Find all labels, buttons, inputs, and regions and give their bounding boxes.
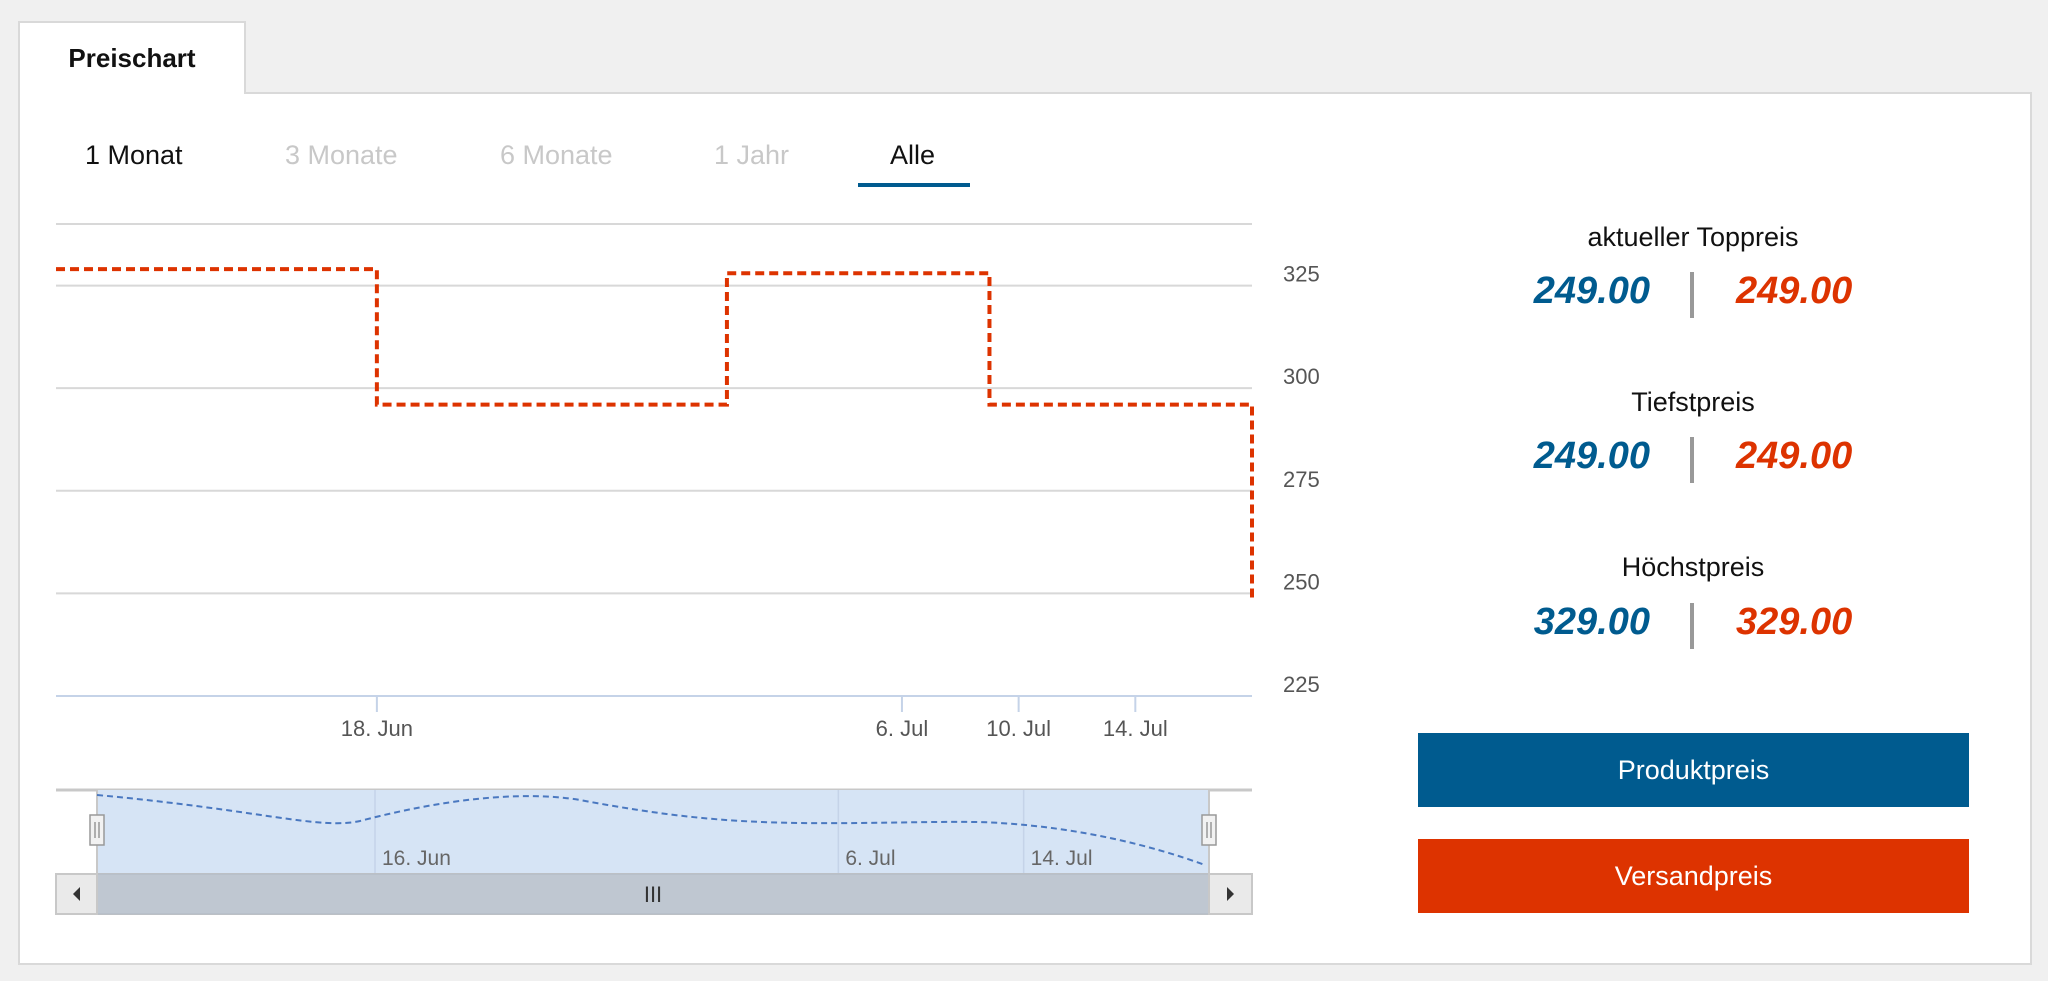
x-axis: 18. Jun 6. Jul 10. Jul 14. Jul bbox=[341, 696, 1168, 741]
tab-join bbox=[20, 90, 244, 96]
stat-low-shipping: 249.00 bbox=[1736, 435, 1853, 477]
scrollbar-thumb[interactable] bbox=[96, 873, 1210, 915]
stat-high-label: Höchstpreis bbox=[1621, 552, 1765, 582]
y-tick-label: 250 bbox=[1283, 569, 1320, 594]
scrollbar-grip: III bbox=[644, 882, 662, 907]
stat-top-product: 249.00 bbox=[1533, 270, 1650, 312]
y-tick-label: 225 bbox=[1283, 672, 1320, 697]
stat-separator bbox=[1690, 437, 1694, 483]
y-axis-labels: 325 300 275 250 225 bbox=[1283, 262, 1320, 697]
chevron-right-icon bbox=[1227, 887, 1234, 901]
y-tick-label: 275 bbox=[1283, 467, 1320, 492]
navigator-tick-label: 6. Jul bbox=[845, 847, 895, 870]
x-tick-label: 14. Jul bbox=[1103, 716, 1168, 741]
x-tick-label: 10. Jul bbox=[986, 716, 1051, 741]
stat-top-values: 249.00 249.00 bbox=[1418, 270, 1968, 320]
navigator-tick-label: 14. Jul bbox=[1031, 847, 1093, 870]
navigator-handle-right[interactable] bbox=[1201, 814, 1217, 846]
tab-preischart[interactable]: Preischart bbox=[18, 21, 246, 94]
stat-top-label: aktueller Toppreis bbox=[1587, 222, 1799, 252]
navigator-handle-left[interactable] bbox=[89, 814, 105, 846]
range-selected-indicator bbox=[858, 183, 970, 187]
chevron-left-icon bbox=[73, 887, 80, 901]
shipping-price-line bbox=[56, 267, 1254, 598]
stat-high-shipping: 329.00 bbox=[1736, 601, 1853, 643]
chart-grid bbox=[56, 223, 1252, 697]
range-1-monat[interactable]: 1 Monat bbox=[85, 140, 183, 170]
x-tick-label: 18. Jun bbox=[341, 716, 413, 741]
range-3-monate[interactable]: 3 Monate bbox=[285, 140, 398, 170]
range-6-monate[interactable]: 6 Monate bbox=[500, 140, 613, 170]
range-1-jahr[interactable]: 1 Jahr bbox=[714, 140, 790, 170]
stat-high-values: 329.00 329.00 bbox=[1418, 601, 1968, 651]
stat-low-product: 249.00 bbox=[1533, 435, 1650, 477]
tab-label: Preischart bbox=[68, 43, 196, 73]
versandpreis-button[interactable]: Versandpreis bbox=[1418, 839, 1969, 913]
stat-separator bbox=[1690, 603, 1694, 649]
produktpreis-button[interactable]: Produktpreis bbox=[1418, 733, 1969, 807]
y-tick-label: 325 bbox=[1283, 262, 1320, 287]
stat-separator bbox=[1690, 272, 1694, 318]
stat-high-product: 329.00 bbox=[1533, 601, 1650, 643]
y-tick-label: 300 bbox=[1283, 364, 1320, 389]
stat-low-values: 249.00 249.00 bbox=[1418, 435, 1968, 485]
x-tick-label: 6. Jul bbox=[876, 716, 929, 741]
range-alle[interactable]: Alle bbox=[890, 140, 936, 170]
navigator-tick-label: 16. Jun bbox=[382, 847, 451, 870]
stat-top-shipping: 249.00 bbox=[1736, 270, 1853, 312]
navigator-series bbox=[96, 794, 1206, 866]
price-series bbox=[56, 267, 1254, 598]
stat-low-label: Tiefstpreis bbox=[1631, 387, 1755, 417]
navigator: 16. Jun 6. Jul 14. Jul III bbox=[55, 788, 1253, 915]
